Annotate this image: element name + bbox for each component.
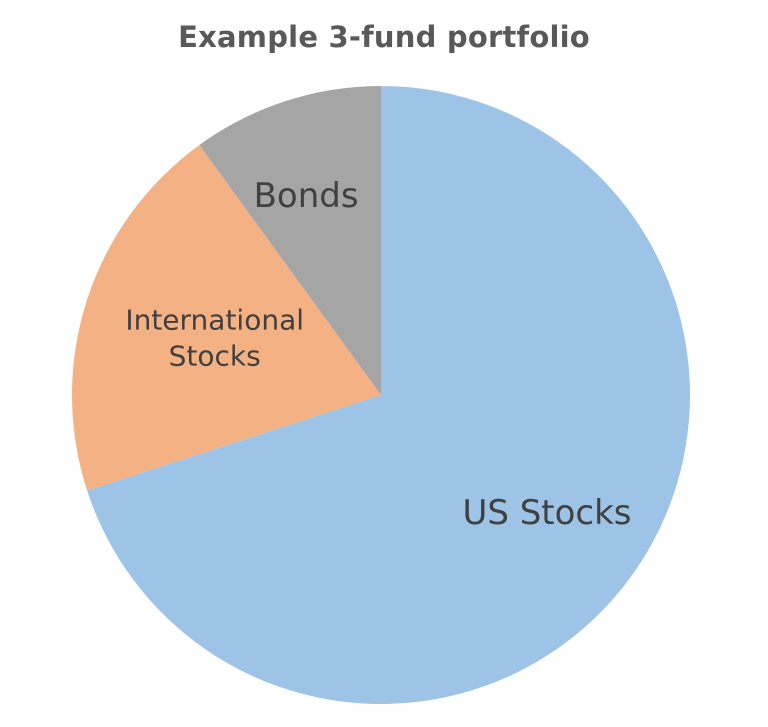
pie-slice-us-stocks	[87, 86, 690, 704]
slice-label-line: Stocks	[169, 339, 261, 372]
pie-slice-international-stocks	[71, 145, 381, 491]
slice-label-line: US Stocks	[462, 493, 631, 533]
slice-label-international-stocks: International Stocks	[125, 304, 304, 373]
slice-label-line: Bonds	[254, 176, 359, 216]
pie-slice-bonds	[199, 86, 381, 395]
chart-title: Example 3-fund portfolio	[178, 20, 590, 54]
slice-label-us-stocks: US Stocks	[462, 493, 631, 533]
slice-label-bonds: Bonds	[254, 176, 359, 216]
slices-layer	[71, 86, 690, 704]
slice-label-line: International	[125, 304, 304, 337]
labels-layer: US Stocks International Stocks Bonds	[125, 176, 631, 533]
